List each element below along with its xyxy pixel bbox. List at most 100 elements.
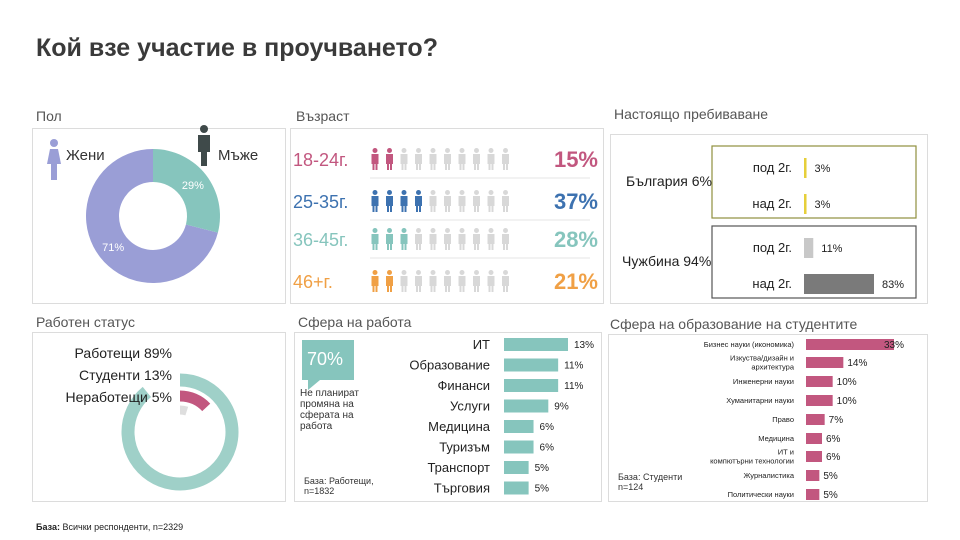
person-leg [419,243,421,250]
residence-bar [804,158,807,178]
work-status-arc [179,405,189,416]
work-status-chart: Работещи 89% Студенти 13% Неработещи 5% [66,345,239,491]
person-leg [474,163,476,170]
person-head [416,270,421,275]
age-category-label: 36-45г. [293,230,348,250]
person-leg [416,285,418,292]
age-value-label: 15% [554,147,598,172]
person-body [487,276,495,286]
age-person-icon [502,190,509,212]
person-body [458,154,466,164]
person-leg [506,205,508,212]
person-leg [419,163,421,170]
person-body [487,234,495,244]
person-leg [404,163,407,170]
person-leg [401,205,404,212]
person-leg [375,205,378,212]
person-leg [445,285,447,292]
age-person-icon [502,228,509,250]
person-leg [372,205,375,212]
section-gender-label: Пол [36,108,62,124]
person-leg [433,205,436,212]
age-person-icon [444,228,451,250]
age-person-icon [429,270,437,292]
person-leg [506,163,508,170]
person-leg [390,243,392,250]
person-body [371,276,379,286]
person-leg [430,243,433,250]
person-leg [375,163,378,170]
person-leg [433,243,436,250]
age-person-icon [371,228,379,250]
section-age-label: Възраст [296,108,350,124]
person-leg [387,285,389,292]
age-person-icon [415,148,422,170]
edu-field-bar [806,451,822,462]
person-leg [488,205,491,212]
work-field-value-label: 9% [554,402,569,413]
edu-field-value-label: 10% [837,377,857,388]
person-head [503,228,508,233]
residence-group-box [711,145,917,219]
person-head [401,228,407,233]
person-leg [459,243,462,250]
person-leg [372,163,375,170]
person-body [415,276,422,286]
work-status-arc [179,390,211,412]
age-person-icon [458,270,466,292]
person-leg [390,205,392,212]
person-leg [474,243,476,250]
work-field-bar [504,481,529,495]
person-body [502,196,509,206]
age-person-icon [487,148,495,170]
person-leg [477,205,479,212]
section-work-status-label: Работен статус [36,314,135,330]
person-body [487,154,495,164]
person-leg [462,205,465,212]
footer-base: База: Всички респонденти, n=2329 [36,522,183,532]
person-body [371,234,379,244]
age-person-icon [371,270,379,292]
work-field-value-label: 6% [540,443,555,454]
age-person-icon [458,190,466,212]
work-field-category-label: Образование [409,358,490,373]
gender-female-label: Жени [66,147,105,164]
person-leg [419,285,421,292]
person-leg [503,285,505,292]
person-leg [459,163,462,170]
person-leg [430,285,433,292]
person-head [459,148,465,153]
gender-chart: Жени Мъже 71% 29% [47,125,258,283]
person-head [488,190,494,195]
person-leg [459,205,462,212]
person-leg [506,243,508,250]
person-body [415,234,422,244]
edu-field-value-label: 14% [847,358,867,369]
age-person-icon [386,270,393,292]
age-person-icon [371,148,379,170]
edu-field-value-label: 7% [829,415,844,426]
person-head [474,190,479,195]
person-leg [430,163,433,170]
age-value-label: 28% [554,227,598,252]
age-person-icon [429,148,437,170]
person-head [430,270,436,275]
person-head [503,148,508,153]
person-leg [459,285,462,292]
person-head [387,270,392,275]
person-body [444,154,451,164]
age-person-icon [473,190,480,212]
person-leg [416,205,418,212]
age-person-icon [458,148,466,170]
person-body [386,276,393,286]
residence-value-label: 3% [815,199,831,211]
person-head [416,148,421,153]
person-body [429,154,437,164]
age-person-icon [458,228,466,250]
person-leg [445,163,447,170]
person-leg [491,285,494,292]
edu-field-bar [806,376,833,387]
work-field-category-label: Туризъм [439,440,490,455]
page-title: Кой взе участие в проучването? [36,34,438,62]
age-person-icon [400,190,408,212]
